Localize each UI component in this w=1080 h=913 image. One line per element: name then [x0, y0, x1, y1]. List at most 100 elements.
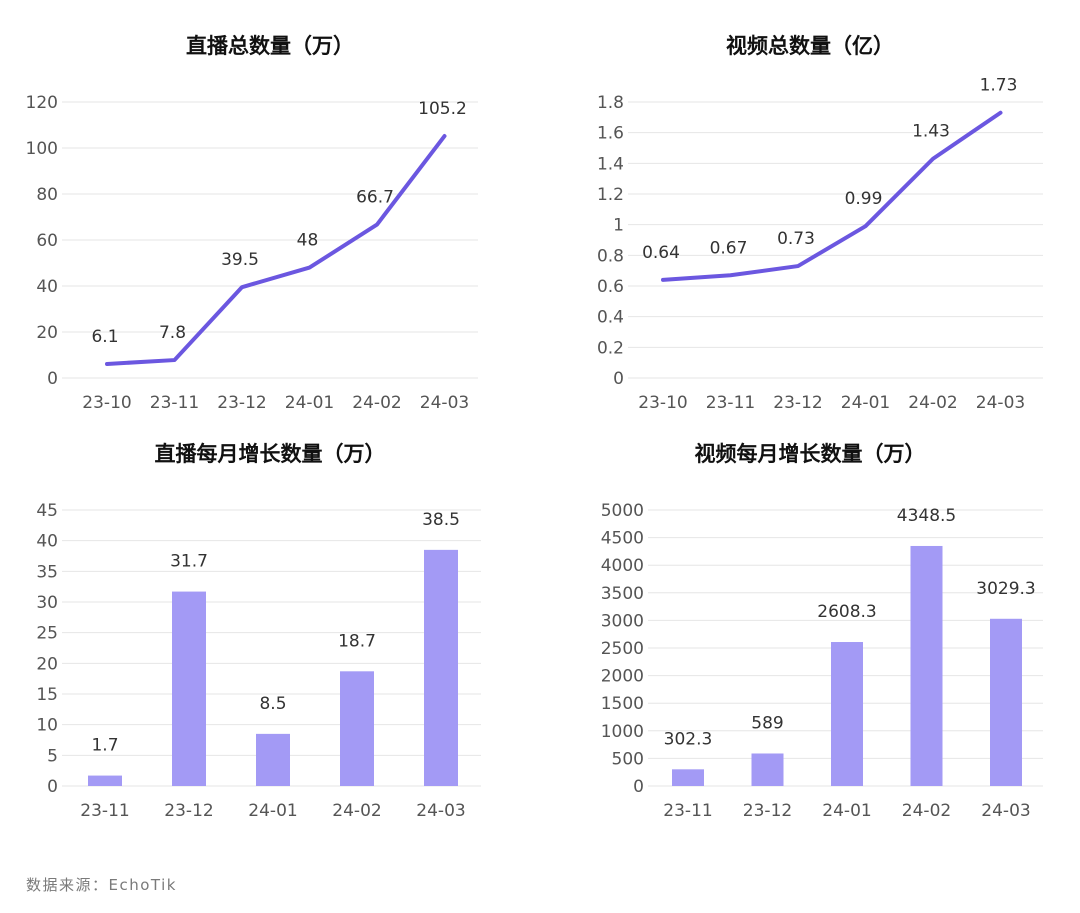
data-label: 0.73	[777, 229, 815, 249]
y-tick-label: 0.2	[597, 338, 624, 358]
y-tick-label: 0	[613, 369, 624, 389]
chart-title: 直播总数量（万）	[186, 34, 354, 58]
bar	[672, 769, 704, 786]
data-label: 66.7	[356, 188, 394, 208]
y-tick-label: 3500	[601, 584, 644, 604]
bar-chart-live-monthly-growth: 0 5 10 15 20 25 30 35 40 45 23-11 23-12 24-01 24-02 24…	[36, 501, 481, 821]
chart-panel-video-total: 视频总数量（亿） 0 0.2 0.4 0.6 0.8 1 1.2 1.4 1.6 1.8 23-10…	[540, 0, 1080, 430]
y-tick-label: 2500	[601, 639, 644, 659]
x-tick-label: 23-12	[773, 393, 822, 413]
y-tick-label: 60	[36, 231, 58, 251]
chart-title: 直播每月增长数量（万）	[154, 442, 386, 466]
y-tick-label: 35	[36, 562, 58, 582]
data-label: 589	[751, 713, 783, 733]
y-tick-label: 15	[36, 685, 58, 705]
bar	[88, 775, 122, 786]
y-tick-label: 1	[613, 216, 624, 236]
bar	[831, 642, 863, 786]
data-label: 38.5	[422, 510, 460, 530]
bar	[340, 671, 374, 786]
bar-chart-video-monthly-growth: 0 500 1000 1500 2000 2500 3000 3500 4000 4500 5000…	[601, 501, 1043, 821]
y-tick-label: 80	[36, 185, 58, 205]
data-label: 1.73	[980, 76, 1018, 96]
x-tick-label: 24-01	[841, 393, 890, 413]
data-source-note: 数据来源：EchoTik	[26, 876, 177, 894]
y-tick-label: 3000	[601, 611, 644, 631]
y-tick-label: 1.2	[597, 185, 624, 205]
bar	[910, 545, 943, 786]
x-tick-label: 24-03	[976, 393, 1025, 413]
data-label: 0.64	[642, 243, 680, 263]
y-tick-label: 100	[26, 139, 58, 159]
y-tick-label: 1.4	[597, 154, 624, 174]
data-label: 48	[297, 231, 319, 251]
y-tick-label: 0	[47, 369, 58, 389]
chart-title: 视频每月增长数量（万）	[694, 442, 926, 466]
y-tick-label: 0	[47, 777, 58, 797]
y-tick-label: 45	[36, 501, 58, 521]
data-label: 3029.3	[976, 579, 1035, 599]
y-tick-label: 5000	[601, 501, 644, 521]
y-tick-label: 500	[612, 749, 644, 769]
x-tick-label: 23-10	[82, 393, 131, 413]
x-tick-label: 23-10	[638, 393, 687, 413]
x-tick-label: 24-01	[285, 393, 334, 413]
y-tick-label: 40	[36, 532, 58, 552]
data-label: 105.2	[418, 99, 467, 119]
x-tick-label: 24-02	[902, 801, 951, 821]
x-tick-label: 24-02	[908, 393, 957, 413]
y-tick-label: 0.4	[597, 308, 624, 328]
bar	[751, 753, 784, 786]
bar	[424, 549, 458, 786]
x-tick-label: 24-03	[981, 801, 1030, 821]
x-tick-label: 24-02	[332, 801, 381, 821]
line-chart-video-total: 0 0.2 0.4 0.6 0.8 1 1.2 1.4 1.6 1.8 23-10 23-11 23-1…	[597, 76, 1043, 413]
y-tick-label: 0.6	[597, 277, 624, 297]
x-tick-label: 23-11	[706, 393, 755, 413]
x-tick-label: 23-11	[150, 393, 199, 413]
y-tick-label: 20	[36, 654, 58, 674]
y-tick-label: 25	[36, 624, 58, 644]
data-label: 7.8	[159, 323, 186, 343]
line-chart-live-total: 0 20 40 60 80 100 120 23-10 23-11 23-12 24-01 24-02…	[26, 93, 478, 413]
data-label: 8.5	[259, 694, 286, 714]
data-label: 39.5	[221, 250, 259, 270]
data-label: 4348.5	[897, 506, 956, 526]
y-tick-label: 1000	[601, 722, 644, 742]
y-tick-label: 120	[26, 93, 58, 113]
series-line	[105, 134, 447, 366]
y-tick-label: 10	[36, 716, 58, 736]
data-label: 6.1	[91, 327, 118, 347]
x-tick-label: 23-12	[164, 801, 213, 821]
bar	[256, 733, 290, 786]
x-tick-label: 24-01	[822, 801, 871, 821]
x-tick-label: 23-11	[80, 801, 129, 821]
data-label: 0.99	[845, 189, 883, 209]
y-tick-label: 2000	[601, 667, 644, 687]
chart-panel-live-total: 直播总数量（万） 0 20 40 60 80 100 120 23-10 23-11 23-12 2…	[0, 0, 540, 430]
series-line	[661, 110, 1003, 282]
x-tick-label: 23-12	[217, 393, 266, 413]
data-label: 0.67	[710, 238, 748, 258]
y-tick-label: 1.6	[597, 124, 624, 144]
data-label: 2608.3	[817, 602, 876, 622]
data-label: 1.43	[912, 122, 950, 142]
x-tick-label: 23-11	[663, 801, 712, 821]
y-tick-label: 20	[36, 323, 58, 343]
y-tick-label: 5	[47, 746, 58, 766]
x-tick-label: 24-02	[352, 393, 401, 413]
data-label: 18.7	[338, 631, 376, 651]
x-tick-label: 23-12	[743, 801, 792, 821]
x-tick-label: 24-03	[416, 801, 465, 821]
x-tick-label: 24-01	[248, 801, 297, 821]
y-tick-label: 0.8	[597, 246, 624, 266]
y-tick-label: 40	[36, 277, 58, 297]
y-tick-label: 0	[633, 777, 644, 797]
chart-panel-video-monthly-growth: 视频每月增长数量（万） 0 500 1000 1500 2000 2500 3000 3500…	[540, 430, 1080, 860]
y-tick-label: 1.8	[597, 93, 624, 113]
y-tick-label: 30	[36, 593, 58, 613]
y-tick-label: 4500	[601, 529, 644, 549]
data-label: 302.3	[664, 729, 713, 749]
y-tick-label: 1500	[601, 694, 644, 714]
